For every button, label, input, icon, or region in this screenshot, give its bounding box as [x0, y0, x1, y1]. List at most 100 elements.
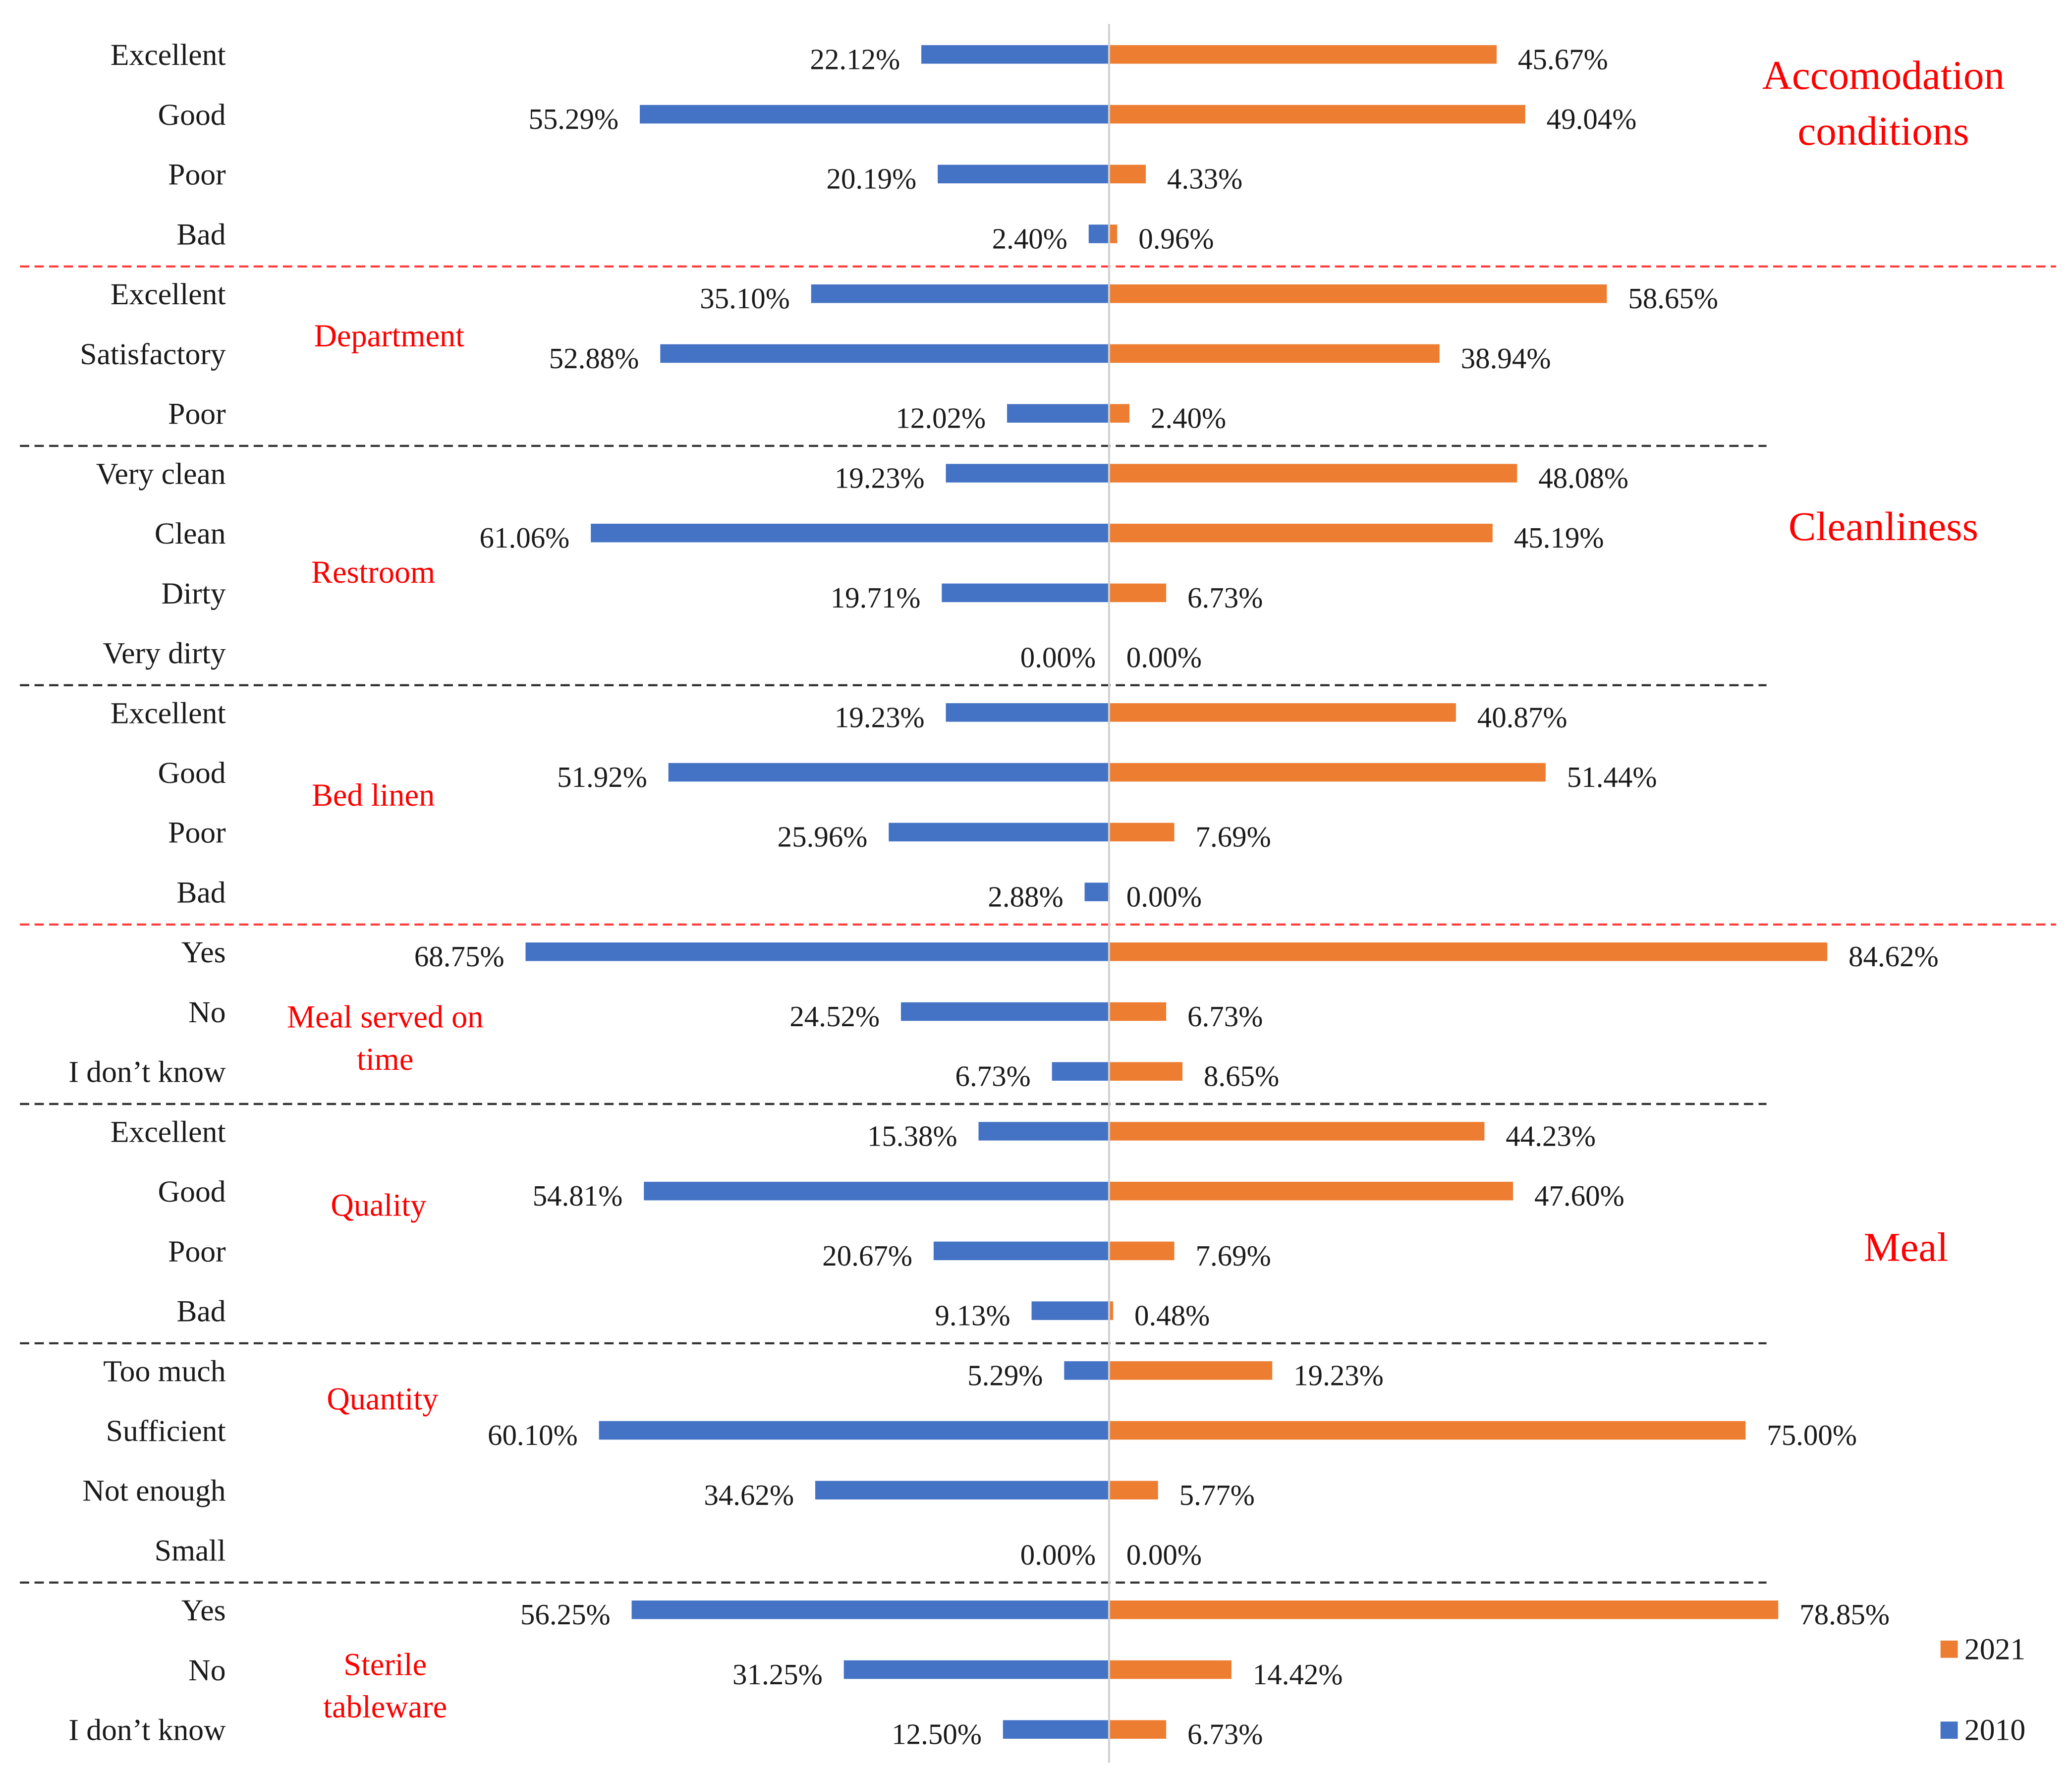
category-label: Poor	[168, 397, 225, 431]
group-label: tableware	[323, 1689, 447, 1724]
category-label: Good	[158, 1175, 226, 1209]
bar-2010	[525, 942, 1109, 961]
data-label-2010: 22.12%	[810, 43, 900, 75]
data-label-2021: 84.62%	[1848, 940, 1939, 973]
data-label-2010: 2.88%	[988, 880, 1063, 913]
bar-2010	[1052, 1062, 1109, 1081]
group-label: Quantity	[327, 1381, 438, 1417]
category-label: Excellent	[111, 277, 226, 311]
bar-2010	[942, 583, 1109, 603]
bar-2010	[644, 1181, 1109, 1201]
data-label-2010: 61.06%	[480, 521, 570, 554]
data-label-2010: 20.67%	[822, 1239, 912, 1272]
data-label-2021: 19.23%	[1293, 1359, 1384, 1391]
data-label-2021: 6.73%	[1187, 1718, 1263, 1751]
data-label-2021: 45.19%	[1514, 521, 1604, 554]
data-label-2021: 6.73%	[1187, 581, 1263, 614]
bar-2010	[599, 1421, 1109, 1440]
category-label: Satisfactory	[80, 337, 226, 371]
data-label-2021: 75.00%	[1767, 1419, 1857, 1451]
data-label-2010: 0.00%	[1020, 1539, 1096, 1571]
bar-2021	[1109, 105, 1525, 124]
data-label-2010: 52.88%	[549, 342, 639, 375]
bar-2010	[900, 1002, 1109, 1021]
category-label: Clean	[155, 517, 226, 551]
category-label: Bad	[176, 1295, 225, 1328]
data-label-2021: 7.69%	[1195, 821, 1271, 853]
bar-2021	[1109, 224, 1118, 243]
bar-2010	[921, 45, 1109, 64]
bar-2010	[889, 823, 1109, 842]
category-label: Very clean	[96, 457, 226, 491]
bar-2021	[1109, 1481, 1158, 1500]
bar-2021	[1109, 823, 1175, 842]
group-label: time	[357, 1042, 413, 1077]
bar-2021	[1109, 1421, 1746, 1440]
bar-2010	[815, 1481, 1109, 1500]
data-label-2021: 14.42%	[1253, 1658, 1343, 1691]
bar-2021	[1109, 344, 1440, 363]
data-label-2010: 24.52%	[789, 1000, 880, 1033]
category-label: Dirty	[162, 577, 226, 610]
data-label-2010: 55.29%	[528, 103, 618, 135]
data-label-2021: 40.87%	[1477, 701, 1568, 733]
data-label-2010: 31.25%	[732, 1658, 823, 1691]
category-label: Bad	[176, 876, 225, 909]
bar-2021	[1109, 1301, 1114, 1320]
bar-2021	[1109, 583, 1167, 603]
category-label: No	[188, 995, 225, 1029]
bar-2021	[1109, 1062, 1183, 1081]
data-label-2021: 2.40%	[1151, 402, 1226, 435]
bar-2010	[1088, 224, 1109, 243]
data-label-2021: 8.65%	[1204, 1060, 1279, 1093]
bar-2021	[1109, 1002, 1167, 1021]
bar-2010	[1007, 404, 1109, 423]
category-label: Too much	[103, 1354, 225, 1388]
data-label-2021: 78.85%	[1799, 1598, 1890, 1631]
bar-2021	[1109, 1601, 1779, 1619]
data-label-2021: 47.60%	[1534, 1179, 1624, 1212]
category-label: I don’t know	[68, 1713, 226, 1747]
bar-2021	[1109, 1181, 1513, 1201]
bar-2021	[1109, 1720, 1167, 1739]
bar-2010	[1064, 1361, 1109, 1380]
data-label-2010: 51.92%	[557, 761, 647, 793]
bar-2021	[1109, 523, 1493, 543]
data-label-2010: 68.75%	[414, 940, 504, 973]
data-label-2021: 45.67%	[1518, 43, 1608, 75]
category-label: Small	[155, 1534, 226, 1567]
category-label: Sufficient	[106, 1414, 226, 1448]
data-label-2021: 0.00%	[1126, 880, 1202, 913]
group-label: Quality	[331, 1188, 426, 1223]
data-label-2010: 60.10%	[488, 1419, 578, 1451]
category-label: Not enough	[82, 1474, 225, 1508]
bar-2010	[946, 703, 1109, 722]
legend-label-2021: 2021	[1964, 1632, 2025, 1666]
bar-2010	[668, 763, 1109, 782]
legend-swatch-2021	[1940, 1640, 1958, 1658]
data-label-2010: 54.81%	[533, 1179, 623, 1212]
category-label: Good	[158, 98, 226, 132]
data-label-2021: 38.94%	[1461, 342, 1551, 375]
data-label-2021: 0.48%	[1134, 1299, 1210, 1332]
bar-2010	[1031, 1301, 1109, 1320]
category-label: Poor	[168, 1235, 225, 1269]
data-label-2010: 56.25%	[520, 1598, 611, 1631]
category-label: Good	[158, 756, 226, 790]
category-label: Poor	[168, 816, 225, 850]
bar-2010	[1003, 1720, 1109, 1739]
bar-2010	[938, 165, 1109, 184]
bar-2021	[1109, 45, 1497, 64]
data-label-2010: 12.50%	[892, 1718, 982, 1751]
bar-2021	[1109, 703, 1456, 722]
legend-label-2010: 2010	[1964, 1713, 2025, 1747]
data-label-2021: 5.77%	[1179, 1479, 1255, 1511]
section-label: Meal	[1864, 1224, 1949, 1270]
data-label-2010: 15.38%	[867, 1119, 957, 1152]
category-label: Excellent	[111, 38, 226, 72]
data-label-2010: 5.29%	[967, 1359, 1043, 1391]
legend-swatch-2010	[1940, 1721, 1958, 1739]
data-label-2010: 34.62%	[704, 1479, 794, 1511]
data-label-2010: 2.40%	[992, 222, 1067, 255]
bar-2010	[946, 464, 1109, 483]
